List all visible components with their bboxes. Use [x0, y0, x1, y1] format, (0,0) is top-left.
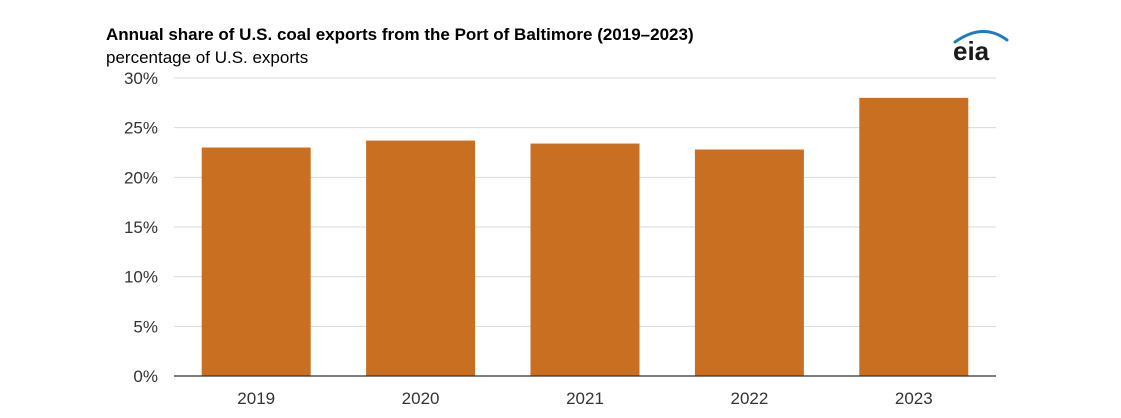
bar [694, 149, 804, 376]
chart-subtitle: percentage of U.S. exports [106, 48, 309, 67]
bar [859, 97, 969, 376]
bar [201, 147, 311, 376]
bar [530, 143, 640, 376]
y-tick-label: 0% [133, 367, 158, 386]
eia-logo-arc [953, 30, 1009, 44]
y-tick-label: 15% [124, 218, 158, 237]
y-tick-label: 5% [133, 317, 158, 336]
x-tick-label: 2023 [895, 389, 933, 408]
y-tick-label: 20% [124, 168, 158, 187]
bars [201, 97, 969, 376]
x-tick-label: 2020 [402, 389, 440, 408]
y-tick-label: 25% [124, 119, 158, 138]
y-tick-label: 10% [124, 268, 158, 287]
x-tick-label: 2022 [730, 389, 768, 408]
tick-labels: 0% 5% 10% 15% 20% 25% 30% 2019 2020 2021 2022 2023 [124, 69, 933, 408]
bar [366, 140, 476, 376]
x-tick-label: 2019 [237, 389, 275, 408]
x-tick-label: 2021 [566, 389, 604, 408]
eia-logo-text: eia [953, 36, 990, 66]
eia-logo: eia [953, 30, 1009, 66]
y-tick-label: 30% [124, 69, 158, 88]
chart-title: Annual share of U.S. coal exports from t… [106, 25, 694, 44]
